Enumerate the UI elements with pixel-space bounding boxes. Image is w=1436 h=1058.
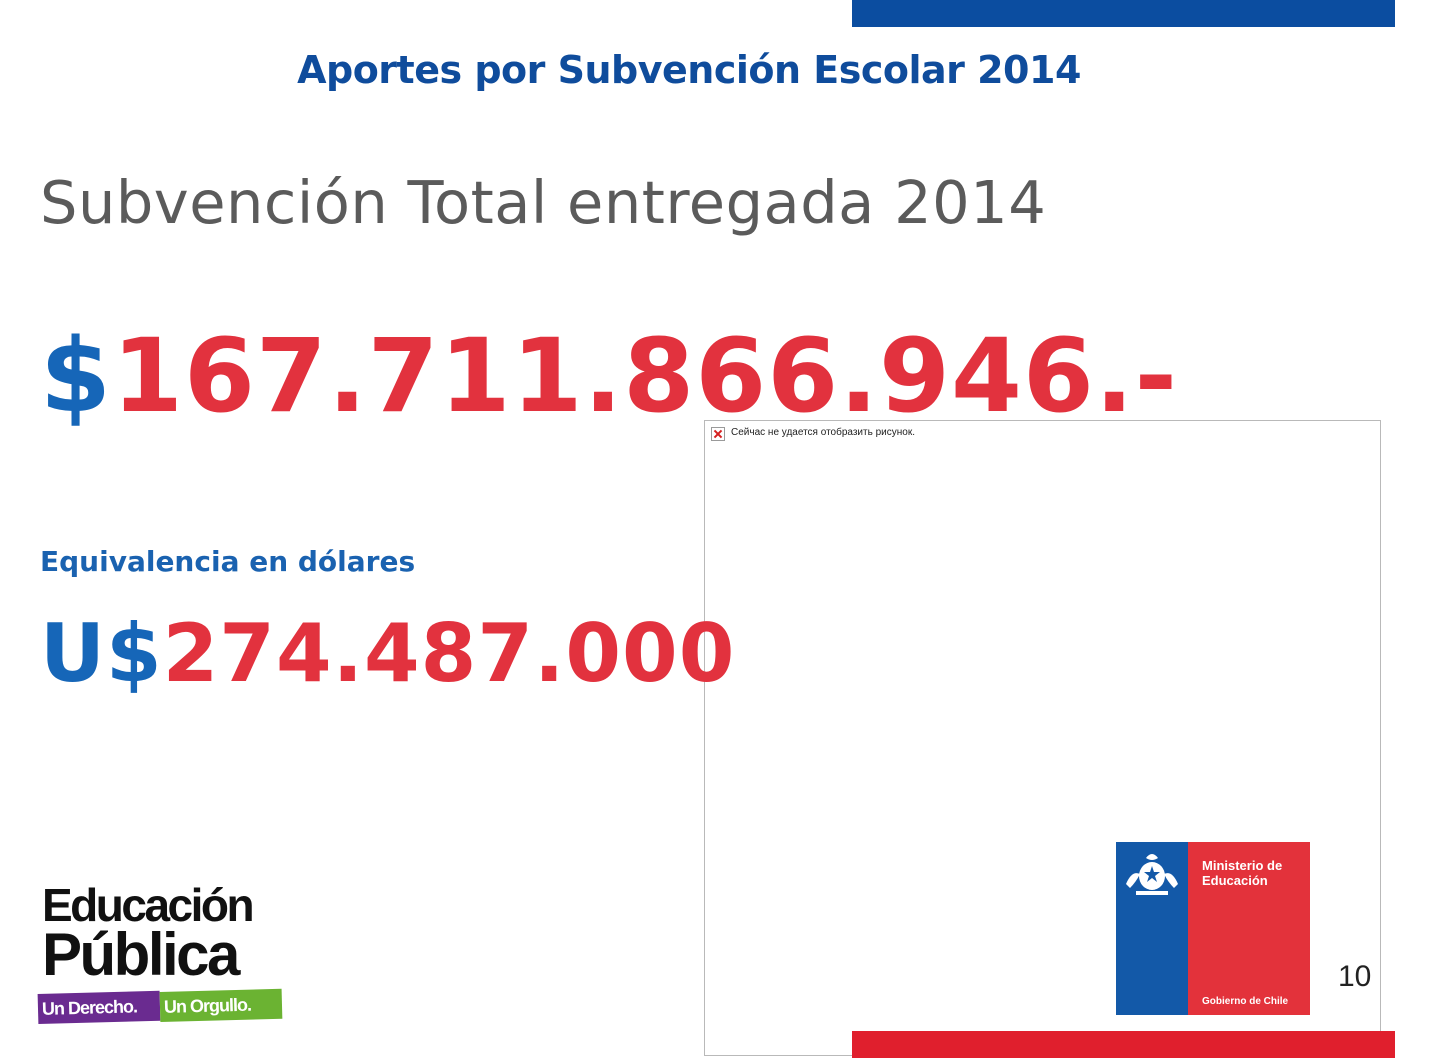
slide-title: Aportes por Subvención Escolar 2014 (297, 48, 1081, 92)
mineduc-logo: Ministerio de Educación Gobierno de Chil… (1116, 842, 1310, 1015)
mineduc-logo-blue-panel (1116, 842, 1188, 1015)
total-currency-symbol: $ (40, 317, 112, 436)
total-amount-value: 167.711.866.946.- (111, 317, 1178, 436)
usd-currency-symbol: U$ (40, 607, 163, 700)
mineduc-logo-red-panel: Ministerio de Educación Gobierno de Chil… (1188, 842, 1310, 1015)
page-number: 10 (1338, 960, 1372, 993)
total-amount: $167.711.866.946.- (40, 318, 1178, 435)
ep-logo-line2: Pública (42, 921, 240, 988)
ep-logo-tag-derecho: Un Derecho. (37, 990, 161, 1024)
slide-subtitle: Subvención Total entregada 2014 (40, 168, 1047, 237)
usd-equivalence-label: Equivalencia en dólares (40, 545, 416, 578)
top-accent-bar (852, 0, 1395, 27)
bottom-accent-bar (852, 1031, 1395, 1058)
broken-image-icon (711, 427, 725, 441)
usd-amount: U$274.487.000 (40, 608, 735, 700)
mineduc-footer: Gobierno de Chile (1202, 996, 1289, 1007)
educacion-publica-logo: Educación Pública Un Derecho. Un Orgullo… (37, 879, 288, 1026)
ep-logo-line1: Educación (42, 879, 255, 931)
broken-image-message: Сейчас не удается отобразить рисунок. (731, 427, 915, 438)
usd-amount-value: 274.487.000 (162, 607, 736, 700)
mineduc-name: Ministerio de Educación (1202, 858, 1283, 888)
ep-logo-tag-orgullo: Un Orgullo. (159, 988, 283, 1022)
chile-crest-icon (1126, 854, 1178, 895)
